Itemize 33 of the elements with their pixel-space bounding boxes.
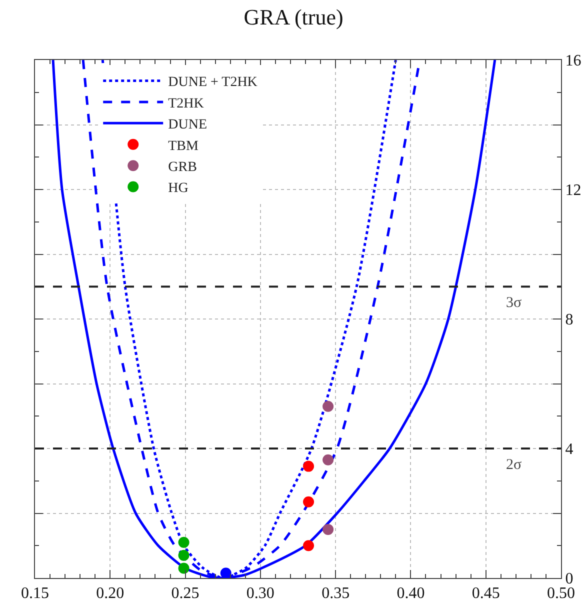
x-tick-label: 0.45 (472, 585, 500, 602)
legend-label: GRB (168, 160, 197, 176)
x-tick-label: 0.50 (547, 585, 575, 602)
y-tick-label: 0 (565, 570, 574, 588)
point (322, 524, 334, 535)
legend-label: T2HK (168, 96, 204, 112)
x-tick-label: 0.25 (171, 585, 200, 602)
y-tick-label: 16 (565, 52, 582, 70)
line-series (52, 60, 496, 578)
y-tick-label: 12 (565, 182, 582, 200)
legend-label: HG (168, 181, 188, 196)
point (220, 568, 232, 578)
point (322, 454, 334, 466)
point (303, 460, 314, 472)
ref-line-label: 2σ (506, 457, 522, 473)
point (178, 536, 190, 548)
x-tick-label: 0.35 (322, 585, 350, 602)
legend-label: DUNE + T2HK (168, 75, 258, 90)
legend-label: TBM (168, 138, 200, 154)
point (178, 550, 190, 561)
chart-title: GRA (true) (244, 4, 344, 30)
point (303, 540, 314, 552)
y-tick-label: 8 (565, 312, 574, 329)
x-tick-label: 0.20 (96, 585, 124, 602)
x-tick-label: 0.15 (21, 585, 49, 602)
legend-label: DUNE (168, 118, 208, 133)
x-tick-label: 0.40 (396, 585, 425, 602)
ref-line-label: 3σ (506, 295, 522, 311)
point (303, 496, 314, 508)
x-tick-label: 0.30 (246, 585, 274, 602)
point (322, 400, 334, 412)
point (178, 562, 190, 574)
y-tick-label: 4 (565, 441, 574, 458)
